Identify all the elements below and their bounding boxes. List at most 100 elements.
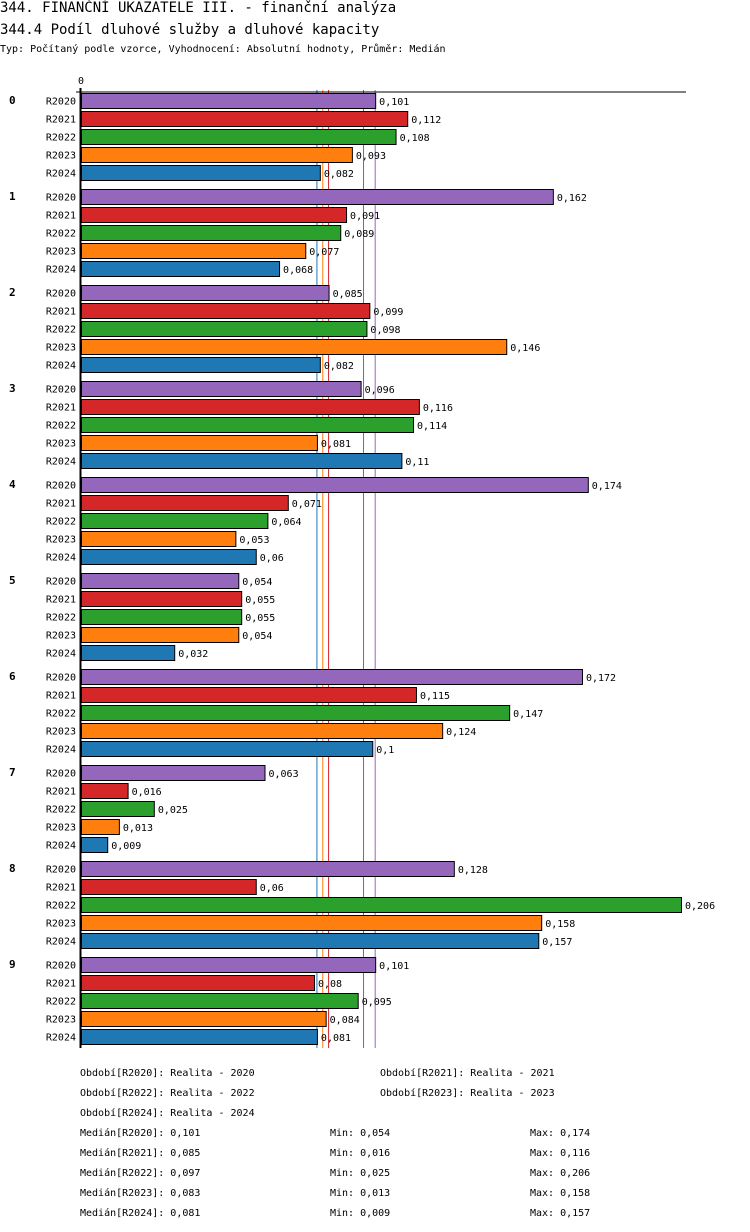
stat-min-r2023: Min: 0,013 xyxy=(330,1188,391,1199)
value-label: 0,1 xyxy=(376,745,394,756)
bar-r2024 xyxy=(81,741,374,757)
series-label: R2022 xyxy=(46,997,76,1008)
value-label: 0,085 xyxy=(333,289,363,300)
value-label: 0,11 xyxy=(405,457,429,468)
bar-r2022 xyxy=(81,321,368,337)
category-label: 5 xyxy=(9,574,16,587)
bar-r2021 xyxy=(81,495,289,511)
bar-r2020 xyxy=(81,669,583,685)
stat-min-r2024: Min: 0,009 xyxy=(330,1208,391,1219)
legend-period-r2023: Období[R2023]: Realita - 2023 xyxy=(380,1088,555,1099)
series-label: R2021 xyxy=(46,787,76,798)
bar-r2024 xyxy=(81,837,109,853)
series-label: R2020 xyxy=(46,769,76,780)
value-label: 0,013 xyxy=(123,823,153,834)
bar-r2023 xyxy=(81,243,307,259)
series-label: R2024 xyxy=(46,457,76,468)
bar-r2024 xyxy=(81,645,176,661)
chart-subtitle: 344.4 Podíl dluhové služby a dluhové kap… xyxy=(0,22,380,38)
value-label: 0,084 xyxy=(330,1015,360,1026)
bar-r2023 xyxy=(81,435,318,451)
series-label: R2021 xyxy=(46,979,76,990)
value-label: 0,089 xyxy=(344,229,374,240)
value-label: 0,081 xyxy=(321,1033,351,1044)
series-label: R2022 xyxy=(46,229,76,240)
bar-r2021 xyxy=(81,111,409,127)
stat-min-r2022: Min: 0,025 xyxy=(330,1168,391,1179)
series-label: R2023 xyxy=(46,631,76,642)
axis-zero-label: 0 xyxy=(78,76,84,87)
series-label: R2022 xyxy=(46,805,76,816)
series-label: R2020 xyxy=(46,385,76,396)
bar-r2022 xyxy=(81,225,342,241)
series-label: R2024 xyxy=(46,169,76,180)
series-label: R2021 xyxy=(46,307,76,318)
series-label: R2024 xyxy=(46,937,76,948)
series-label: R2022 xyxy=(46,613,76,624)
series-label: R2020 xyxy=(46,289,76,300)
series-label: R2023 xyxy=(46,535,76,546)
bar-r2020 xyxy=(81,93,377,109)
value-label: 0,174 xyxy=(592,481,622,492)
value-label: 0,082 xyxy=(324,361,354,372)
bar-r2024 xyxy=(81,933,540,949)
value-label: 0,157 xyxy=(542,937,572,948)
legend-period-r2022: Období[R2022]: Realita - 2022 xyxy=(80,1088,255,1099)
legend-period-r2024: Období[R2024]: Realita - 2024 xyxy=(80,1108,255,1119)
value-label: 0,158 xyxy=(545,919,575,930)
series-label: R2023 xyxy=(46,343,76,354)
series-label: R2022 xyxy=(46,901,76,912)
value-label: 0,172 xyxy=(586,673,616,684)
bar-r2022 xyxy=(81,993,359,1009)
series-label: R2020 xyxy=(46,193,76,204)
series-label: R2020 xyxy=(46,673,76,684)
value-label: 0,016 xyxy=(132,787,162,798)
stat-median-r2022: Medián[R2022]: 0,097 xyxy=(80,1168,201,1179)
series-label: R2021 xyxy=(46,499,76,510)
series-label: R2023 xyxy=(46,247,76,258)
legend-period-r2021: Období[R2021]: Realita - 2021 xyxy=(380,1068,555,1079)
stat-median-r2020: Medián[R2020]: 0,101 xyxy=(80,1128,201,1139)
bar-r2021 xyxy=(81,399,420,415)
bar-r2022 xyxy=(81,609,243,625)
value-label: 0,114 xyxy=(417,421,447,432)
value-label: 0,116 xyxy=(423,403,453,414)
series-label: R2020 xyxy=(46,481,76,492)
bar-r2020 xyxy=(81,765,266,781)
bar-r2024 xyxy=(81,165,321,181)
stat-max-r2020: Max: 0,174 xyxy=(530,1128,591,1139)
series-label: R2023 xyxy=(46,151,76,162)
category-label: 8 xyxy=(9,862,16,875)
bar-r2024 xyxy=(81,261,281,277)
stat-max-r2022: Max: 0,206 xyxy=(530,1168,591,1179)
series-label: R2023 xyxy=(46,727,76,738)
series-label: R2024 xyxy=(46,649,76,660)
bar-r2022 xyxy=(81,897,682,913)
series-label: R2021 xyxy=(46,595,76,606)
chart-info: Typ: Počítaný podle vzorce, Vyhodnocení:… xyxy=(0,44,446,55)
series-label: R2020 xyxy=(46,865,76,876)
stat-min-r2020: Min: 0,054 xyxy=(330,1128,391,1139)
value-label: 0,055 xyxy=(245,595,275,606)
bar-r2021 xyxy=(81,207,348,223)
series-label: R2024 xyxy=(46,841,76,852)
value-label: 0,054 xyxy=(242,631,272,642)
bar-r2021 xyxy=(81,591,243,607)
stat-median-r2024: Medián[R2024]: 0,081 xyxy=(80,1208,201,1219)
value-label: 0,068 xyxy=(283,265,313,276)
bar-r2022 xyxy=(81,417,415,433)
value-label: 0,032 xyxy=(178,649,208,660)
series-label: R2022 xyxy=(46,421,76,432)
bar-r2023 xyxy=(81,819,120,835)
bar-r2020 xyxy=(81,573,240,589)
series-label: R2020 xyxy=(46,961,76,972)
series-label: R2024 xyxy=(46,361,76,372)
series-label: R2020 xyxy=(46,577,76,588)
bar-r2020 xyxy=(81,189,554,205)
category-label: 4 xyxy=(9,478,16,491)
value-label: 0,099 xyxy=(373,307,403,318)
bar-r2023 xyxy=(81,147,353,163)
value-label: 0,162 xyxy=(557,193,587,204)
bar-r2020 xyxy=(81,861,455,877)
